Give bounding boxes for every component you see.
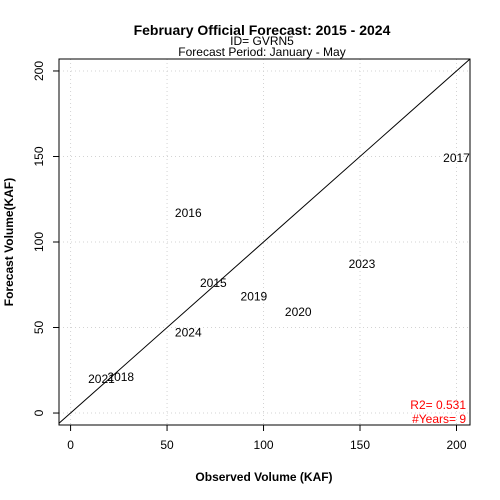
data-point-2016: 2016 [175, 206, 202, 220]
data-point-2021: 2021 [88, 372, 115, 386]
x-tick-label: 0 [67, 438, 74, 452]
y-axis: 0 50 100 150 200 [32, 61, 59, 416]
chart-subtitle-id: ID= GVRN5 [230, 34, 294, 48]
y-tick-label: 150 [32, 146, 46, 166]
x-tick-label: 150 [350, 438, 370, 452]
data-point-2020: 2020 [285, 305, 312, 319]
x-tick-label: 50 [160, 438, 174, 452]
data-point-2018: 2018 [107, 370, 134, 384]
x-axis-label: Observed Volume (KAF) [195, 470, 332, 484]
data-point-2023: 2023 [349, 257, 376, 271]
chart-subtitle-period: Forecast Period: January - May [178, 45, 345, 59]
chart-title: February Official Forecast: 2015 - 2024 [134, 22, 391, 38]
data-point-2024: 2024 [175, 326, 202, 340]
data-point-2019: 2019 [241, 290, 268, 304]
y-tick-label: 0 [32, 409, 46, 416]
x-tick-label: 100 [254, 438, 274, 452]
data-point-2017: 2017 [443, 151, 470, 165]
y-axis-label: Forecast Volume(KAF) [2, 178, 16, 306]
x-tick-label: 200 [446, 438, 466, 452]
grid-layer [59, 59, 470, 425]
data-point-2015: 2015 [200, 276, 227, 290]
y-tick-label: 50 [32, 321, 46, 335]
y-tick-label: 200 [32, 61, 46, 81]
points-layer: 2015 2016 2017 2018 2019 2020 2021 2023 2024 [88, 151, 470, 386]
y-tick-label: 100 [32, 232, 46, 252]
one-to-one-line [58, 58, 471, 424]
years-label: #Years= 9 [412, 412, 466, 426]
x-axis: 0 50 100 150 200 [67, 425, 467, 452]
r2-label: R2= 0.531 [410, 398, 466, 412]
